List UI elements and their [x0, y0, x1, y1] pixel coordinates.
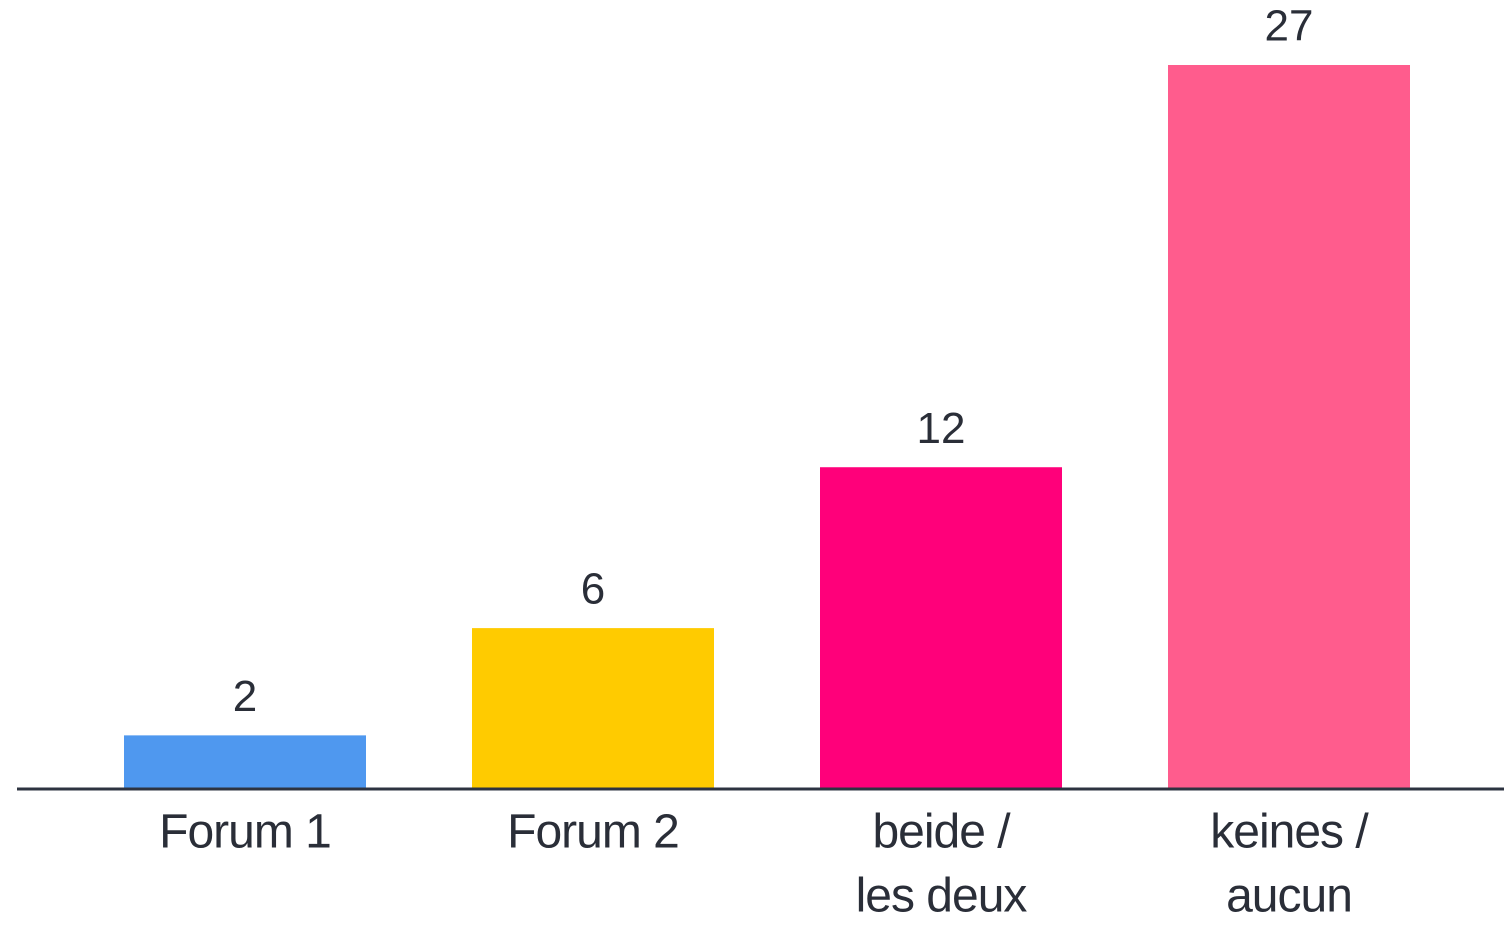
x-tick-label: keines /	[1210, 806, 1369, 859]
bar	[472, 628, 714, 789]
bar	[1168, 65, 1410, 789]
value-label: 6	[581, 565, 605, 614]
value-label: 12	[917, 404, 966, 453]
bar	[124, 735, 366, 789]
x-tick-label: Forum 2	[507, 806, 679, 859]
x-tick-label: beide /	[872, 806, 1011, 859]
value-label: 2	[233, 672, 257, 721]
x-tick-label: Forum 1	[159, 806, 331, 859]
value-label: 27	[1265, 2, 1314, 51]
x-tick-label: aucun	[1226, 870, 1352, 923]
bar	[820, 467, 1062, 789]
x-tick-label: les deux	[856, 870, 1028, 923]
